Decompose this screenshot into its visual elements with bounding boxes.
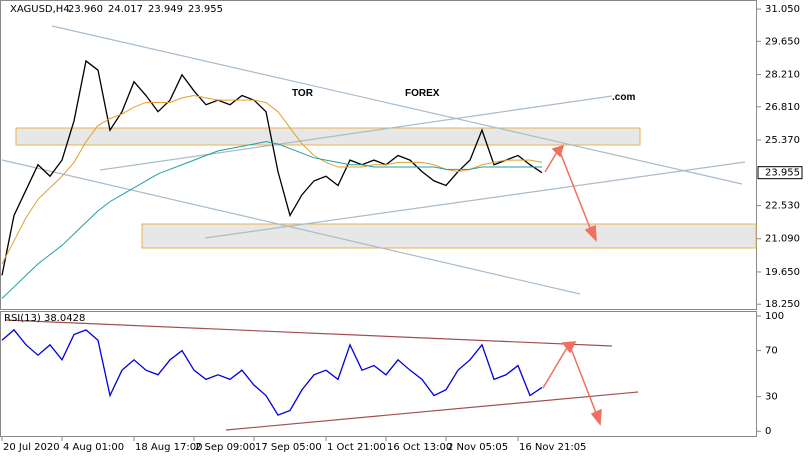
x-tick-label: 16 Nov 21:05	[519, 442, 586, 453]
y-tick-label: 30	[765, 392, 778, 403]
x-tick-label: 18 Aug 17:00	[135, 442, 202, 453]
rsi-trend-lines	[4, 319, 639, 431]
quote-value: 23.955	[188, 4, 223, 15]
logo-left: TOR	[292, 88, 314, 99]
last-price-label: 23.955	[765, 168, 800, 179]
quote-value: 23.960	[68, 4, 103, 15]
y-tick-label: 70	[765, 346, 778, 357]
x-tick-label: 17 Sep 05:00	[255, 442, 322, 453]
series-line	[1, 141, 542, 299]
series-line	[1, 95, 543, 265]
quote-value: 23.949	[148, 4, 183, 15]
y-tick-label: 21.090	[765, 234, 800, 245]
y-tick-label: 19.650	[765, 267, 800, 278]
quote-value: 24.017	[108, 4, 143, 15]
last-price-box	[757, 166, 803, 180]
x-tick-label: 4 Aug 01:00	[63, 442, 124, 453]
y-tick-label: 18.250	[765, 299, 800, 310]
support-zone	[141, 223, 757, 249]
y-tick-label: 100	[765, 311, 784, 322]
series-line	[1, 328, 543, 416]
x-tick-label: 1 Oct 21:00	[327, 442, 386, 453]
trend-lines	[1, 25, 746, 295]
symbol: XAGUSD,H4	[10, 4, 70, 15]
x-tick-label: 20 Jul 2020	[3, 442, 60, 453]
x-tick-label: 2 Sep 09:00	[195, 442, 255, 453]
y-tick-label: 0	[765, 426, 771, 437]
y-tick-label: 28.210	[765, 70, 800, 81]
y-tick-label: 25.370	[765, 135, 800, 146]
logo-middle: FOREX	[405, 88, 440, 99]
forecast-arrows	[542, 144, 602, 426]
rsi-title: RSI(13) 38.0428	[4, 313, 85, 324]
y-tick-label: 22.530	[765, 201, 800, 212]
x-tick-label: 2 Nov 05:05	[447, 442, 508, 453]
price-frame	[0, 0, 757, 310]
series-line	[1, 59, 543, 276]
y-tick-label: 31.050	[765, 4, 800, 15]
y-tick-label: 26.810	[765, 102, 800, 113]
logo-right: .com	[612, 92, 635, 103]
x-tick-label: 16 Oct 13:00	[387, 442, 452, 453]
y-tick-label: 29.650	[765, 36, 800, 47]
rsi-frame	[0, 311, 757, 437]
